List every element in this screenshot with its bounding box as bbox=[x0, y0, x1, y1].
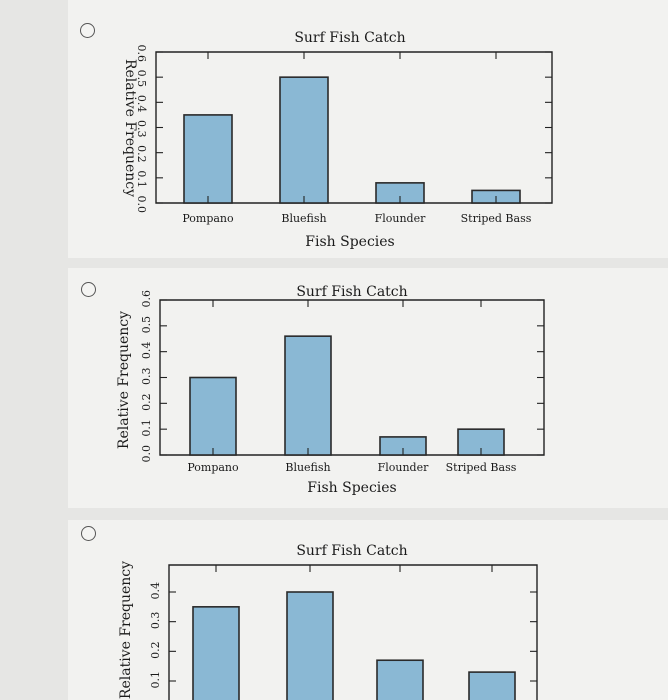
chart-title-3: Surf Fish Catch bbox=[296, 543, 407, 559]
y-axis-label-3: Relative Frequency bbox=[118, 561, 134, 699]
y-tick-label-2-1: 0.1 bbox=[140, 419, 153, 437]
bar-3-0 bbox=[192, 606, 240, 700]
answer-option-3: Surf Fish Catch Relative Frequency 0.1 0.2 0… bbox=[68, 520, 668, 700]
plot-frame-3 bbox=[168, 564, 538, 700]
y-tick-label-1-0: 0.0 bbox=[135, 196, 148, 214]
category-label-1-3: Striped Bass bbox=[461, 212, 532, 225]
y-tick-label-2-6: 0.6 bbox=[140, 290, 153, 308]
bar-chart-option-3: Surf Fish Catch Relative Frequency 0.1 0.2 0… bbox=[118, 543, 538, 700]
category-label-2-3: Striped Bass bbox=[446, 461, 517, 474]
radio-button-option-3[interactable] bbox=[81, 526, 96, 541]
category-label-1-1: Bluefish bbox=[281, 212, 326, 225]
y-tick-label-1-2: 0.2 bbox=[135, 145, 148, 163]
category-label-2-1: Bluefish bbox=[285, 461, 330, 474]
bar-3-2 bbox=[376, 659, 424, 700]
category-label-2-0: Pompano bbox=[187, 461, 239, 474]
y-tick-label-1-5: 0.5 bbox=[135, 70, 148, 88]
y-tick-label-1-6: 0.6 bbox=[135, 45, 148, 63]
y-tick-label-2-3: 0.3 bbox=[140, 368, 153, 386]
y-tick-label-1-1: 0.1 bbox=[135, 170, 148, 188]
y-tick-label-1-4: 0.4 bbox=[135, 95, 148, 113]
bar-3-1 bbox=[286, 591, 334, 700]
category-label-1-2: Flounder bbox=[375, 212, 426, 225]
chart-title-2: Surf Fish Catch bbox=[296, 284, 407, 300]
answer-option-1: Surf Fish Catch Relative Frequency 0.0 0.1 0… bbox=[68, 0, 668, 258]
bar-1-0 bbox=[183, 114, 233, 204]
bar-1-1 bbox=[279, 76, 329, 204]
radio-button-option-1[interactable] bbox=[80, 23, 95, 38]
answer-option-2: Surf Fish Catch Relative Frequency 0.0 0.1 0… bbox=[68, 268, 668, 508]
x-axis-label-2: Fish Species bbox=[307, 480, 396, 496]
y-tick-label-3-1: 0.2 bbox=[149, 641, 162, 659]
y-tick-label-2-2: 0.2 bbox=[140, 393, 153, 411]
bar-2-0 bbox=[189, 376, 237, 456]
y-tick-label-3-3: 0.4 bbox=[149, 582, 162, 600]
category-label-2-2: Flounder bbox=[378, 461, 429, 474]
bar-2-1 bbox=[284, 335, 332, 456]
bar-3-3 bbox=[468, 671, 516, 700]
category-label-1-0: Pompano bbox=[182, 212, 234, 225]
y-tick-label-3-0: 0.1 bbox=[149, 671, 162, 689]
x-axis-label-1: Fish Species bbox=[305, 234, 394, 250]
y-tick-label-2-4: 0.4 bbox=[140, 342, 153, 360]
y-tick-label-2-0: 0.0 bbox=[140, 445, 153, 463]
y-tick-label-3-2: 0.3 bbox=[149, 612, 162, 630]
y-axis-label-2: Relative Frequency bbox=[116, 311, 132, 449]
y-axis-label-1: Relative Frequency bbox=[122, 59, 138, 197]
y-tick-label-2-5: 0.5 bbox=[140, 316, 153, 333]
bar-chart-option-2: Surf Fish Catch Relative Frequency 0.0 0.1 0… bbox=[116, 284, 545, 496]
chart-title-1: Surf Fish Catch bbox=[294, 30, 405, 46]
radio-button-option-2[interactable] bbox=[81, 282, 96, 297]
y-tick-label-1-3: 0.3 bbox=[135, 120, 148, 138]
